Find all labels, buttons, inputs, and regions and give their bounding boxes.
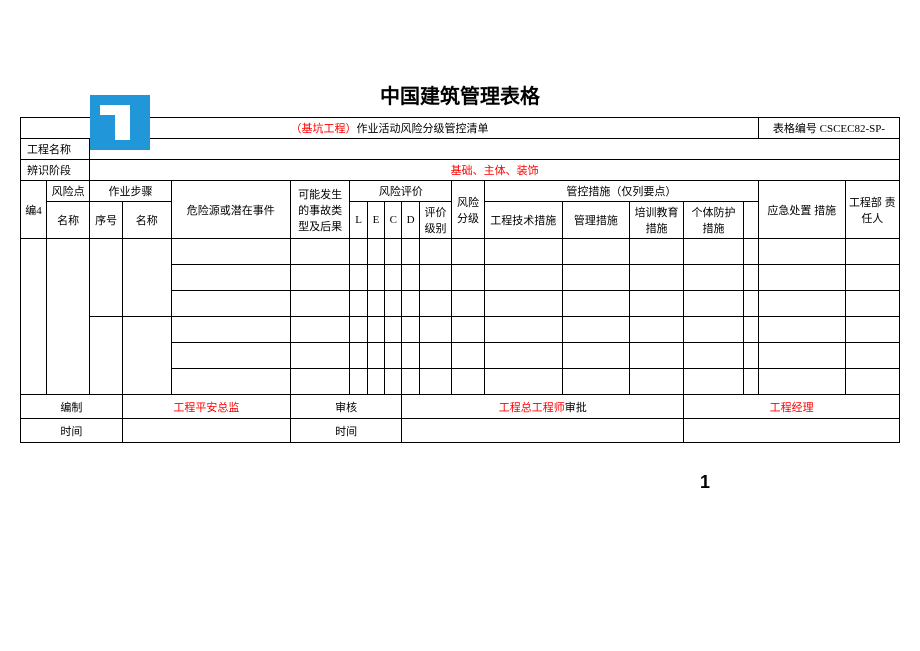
table-row — [21, 317, 900, 343]
header-seq: 编4 — [21, 181, 47, 239]
footer-blank3 — [684, 419, 900, 443]
header-L: L — [350, 202, 367, 239]
stage-value: 基础、主体、装饰 — [90, 160, 900, 181]
header-risk-point: 风险点 — [47, 181, 90, 202]
header-protection: 个体防护 措施 — [684, 202, 744, 239]
header-hazard: 危险源或潜在事件 — [171, 181, 290, 239]
header-blank — [743, 202, 758, 239]
header-mgmt: 管理措施 — [562, 202, 629, 239]
header-emergency: 应急处置 措施 — [758, 181, 845, 239]
page-title: 中国建筑管理表格 — [20, 80, 900, 109]
form-code-cell: 表格编号 CSCEC82-SP- — [758, 118, 899, 139]
header-tech: 工程技术措施 — [484, 202, 562, 239]
footer-time1: 时间 — [21, 419, 123, 443]
subtitle-prefix: （基坑工程） — [290, 123, 356, 135]
logo — [90, 95, 150, 150]
footer-blank2 — [402, 419, 684, 443]
table-row — [21, 239, 900, 265]
subtitle-suffix: 作业活动风险分级管控清单 — [356, 123, 488, 135]
project-name-label: 工程名称 — [21, 139, 90, 160]
main-table: （基坑工程）作业活动风险分级管控清单 表格编号 CSCEC82-SP- 工程名称… — [20, 117, 900, 443]
form-code-value: CSCEC82-SP- — [820, 123, 885, 135]
footer-time2: 时间 — [290, 419, 402, 443]
header-dept: 工程部 责任人 — [845, 181, 899, 239]
header-name1: 名称 — [47, 202, 90, 239]
footer-compile: 编制 — [21, 395, 123, 419]
header-possible: 可能发生的事故类型及后果 — [290, 181, 350, 239]
header-risk-eval: 风险评价 — [350, 181, 452, 202]
header-C: C — [385, 202, 402, 239]
header-name2: 名称 — [122, 202, 171, 239]
header-risk-level: 风险分级 — [452, 181, 485, 239]
header-D: D — [402, 202, 419, 239]
header-work-steps: 作业步骤 — [90, 181, 171, 202]
header-eval-level: 评价级别 — [419, 202, 452, 239]
header-E: E — [367, 202, 384, 239]
form-code-label: 表格编号 — [773, 123, 817, 135]
stage-label: 辨识阶段 — [21, 160, 90, 181]
header-seq2: 序号 — [90, 202, 123, 239]
footer-review: 审核 — [290, 395, 402, 419]
footer-blank1 — [122, 419, 290, 443]
footer-safety: 工程平安总监 — [122, 395, 290, 419]
project-name-value — [90, 139, 900, 160]
page-number: 1 — [700, 472, 710, 493]
footer-chief: 工程总工程师审批 — [402, 395, 684, 419]
header-control: 管控措施（仅列要点） — [484, 181, 758, 202]
header-training: 培训教育措施 — [629, 202, 683, 239]
footer-manager: 工程经理 — [684, 395, 900, 419]
